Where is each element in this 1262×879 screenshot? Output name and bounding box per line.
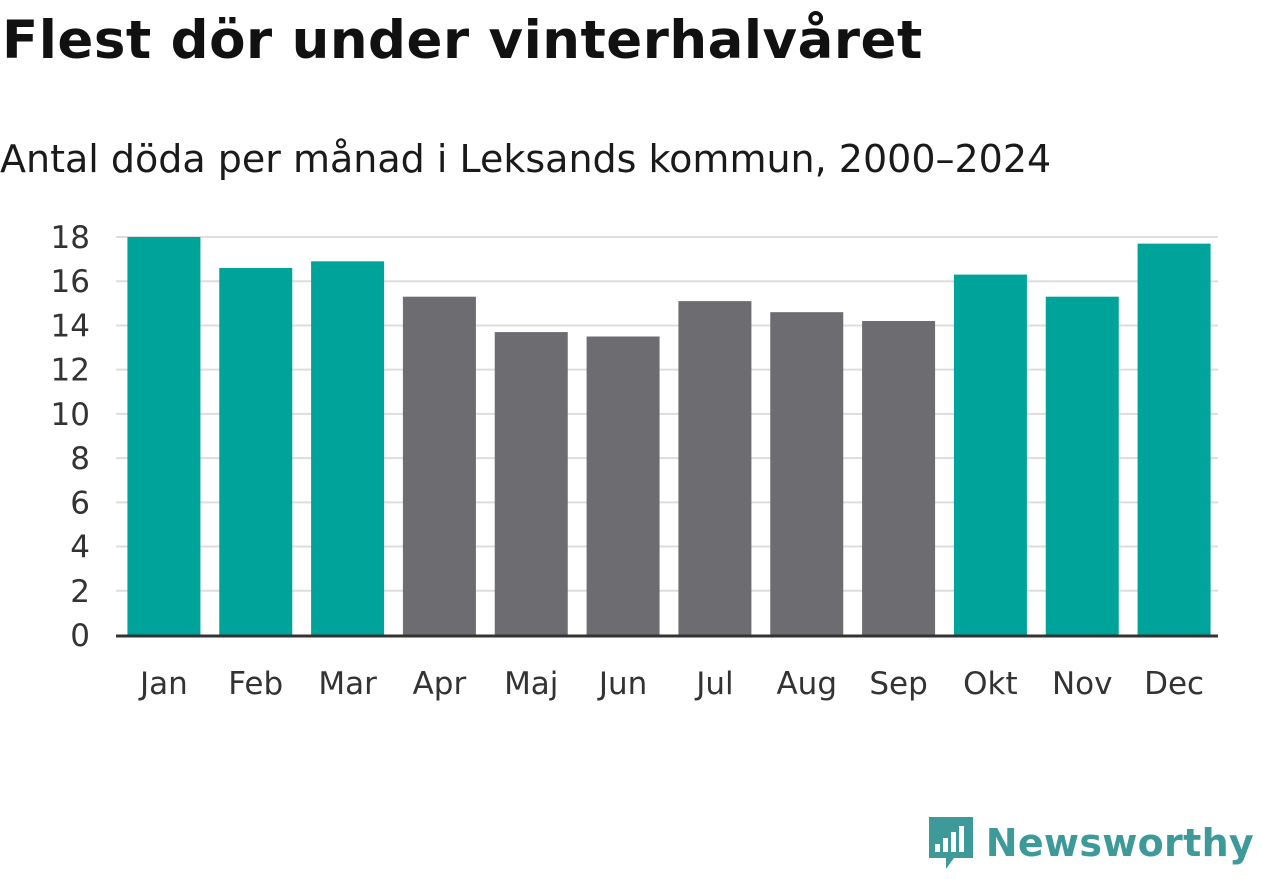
y-tick-label: 8	[70, 441, 90, 477]
y-tick-label: 2	[70, 574, 90, 610]
y-tick-label: 10	[51, 397, 90, 433]
brand-name: Newsworthy	[985, 821, 1254, 865]
y-tick-label: 4	[70, 530, 90, 566]
bar-dec	[1137, 243, 1211, 635]
gridlines	[116, 236, 1218, 592]
y-tick-label: 18	[51, 220, 90, 256]
bar-jan	[127, 237, 201, 635]
x-tick-label: Mar	[318, 666, 377, 702]
bar-feb	[219, 267, 293, 635]
x-tick-label: Jun	[597, 666, 647, 702]
bar-sep	[862, 321, 936, 635]
bar-maj	[494, 332, 568, 635]
chart-title: Flest dör under vinterhalvåret	[2, 10, 923, 71]
bar-mar	[311, 261, 385, 635]
y-tick-label: 6	[70, 485, 90, 521]
x-tick-label: Jul	[694, 666, 733, 702]
x-tick-label: Okt	[963, 666, 1018, 702]
y-tick-label: 12	[51, 353, 90, 389]
bars	[127, 237, 1211, 635]
y-tick-label: 14	[51, 308, 90, 344]
x-tick-label: Maj	[504, 666, 558, 702]
bar-jun	[586, 336, 660, 635]
bar-apr	[402, 296, 476, 635]
chart-subtitle: Antal döda per månad i Leksands kommun, …	[0, 137, 1052, 181]
bar-okt	[953, 274, 1027, 635]
y-tick-label: 16	[51, 264, 90, 300]
newsworthy-logo-icon	[928, 817, 973, 869]
bar-jul	[678, 301, 752, 635]
bar-aug	[770, 312, 844, 635]
x-tick-label: Dec	[1144, 666, 1204, 702]
x-tick-label: Aug	[776, 666, 837, 702]
y-axis-ticks: 0 2 4 6 8 10 12 14 16 18	[51, 220, 90, 654]
x-tick-label: Feb	[228, 666, 283, 702]
brand-footer: Newsworthy	[926, 813, 1254, 873]
x-tick-label: Jan	[138, 666, 188, 702]
x-axis-labels: Jan Feb Mar Apr Maj Jun Jul Aug Sep Okt Nov Dec	[138, 666, 1204, 702]
x-tick-label: Sep	[869, 666, 927, 702]
bar-nov	[1045, 296, 1119, 635]
bar-chart: 0 2 4 6 8 10 12 14 16 18 Jan Feb Mar Apr Maj Jun Jul Aug…	[51, 220, 1218, 702]
x-tick-label: Apr	[413, 666, 467, 702]
y-tick-label: 0	[70, 618, 90, 654]
x-tick-label: Nov	[1052, 666, 1113, 702]
